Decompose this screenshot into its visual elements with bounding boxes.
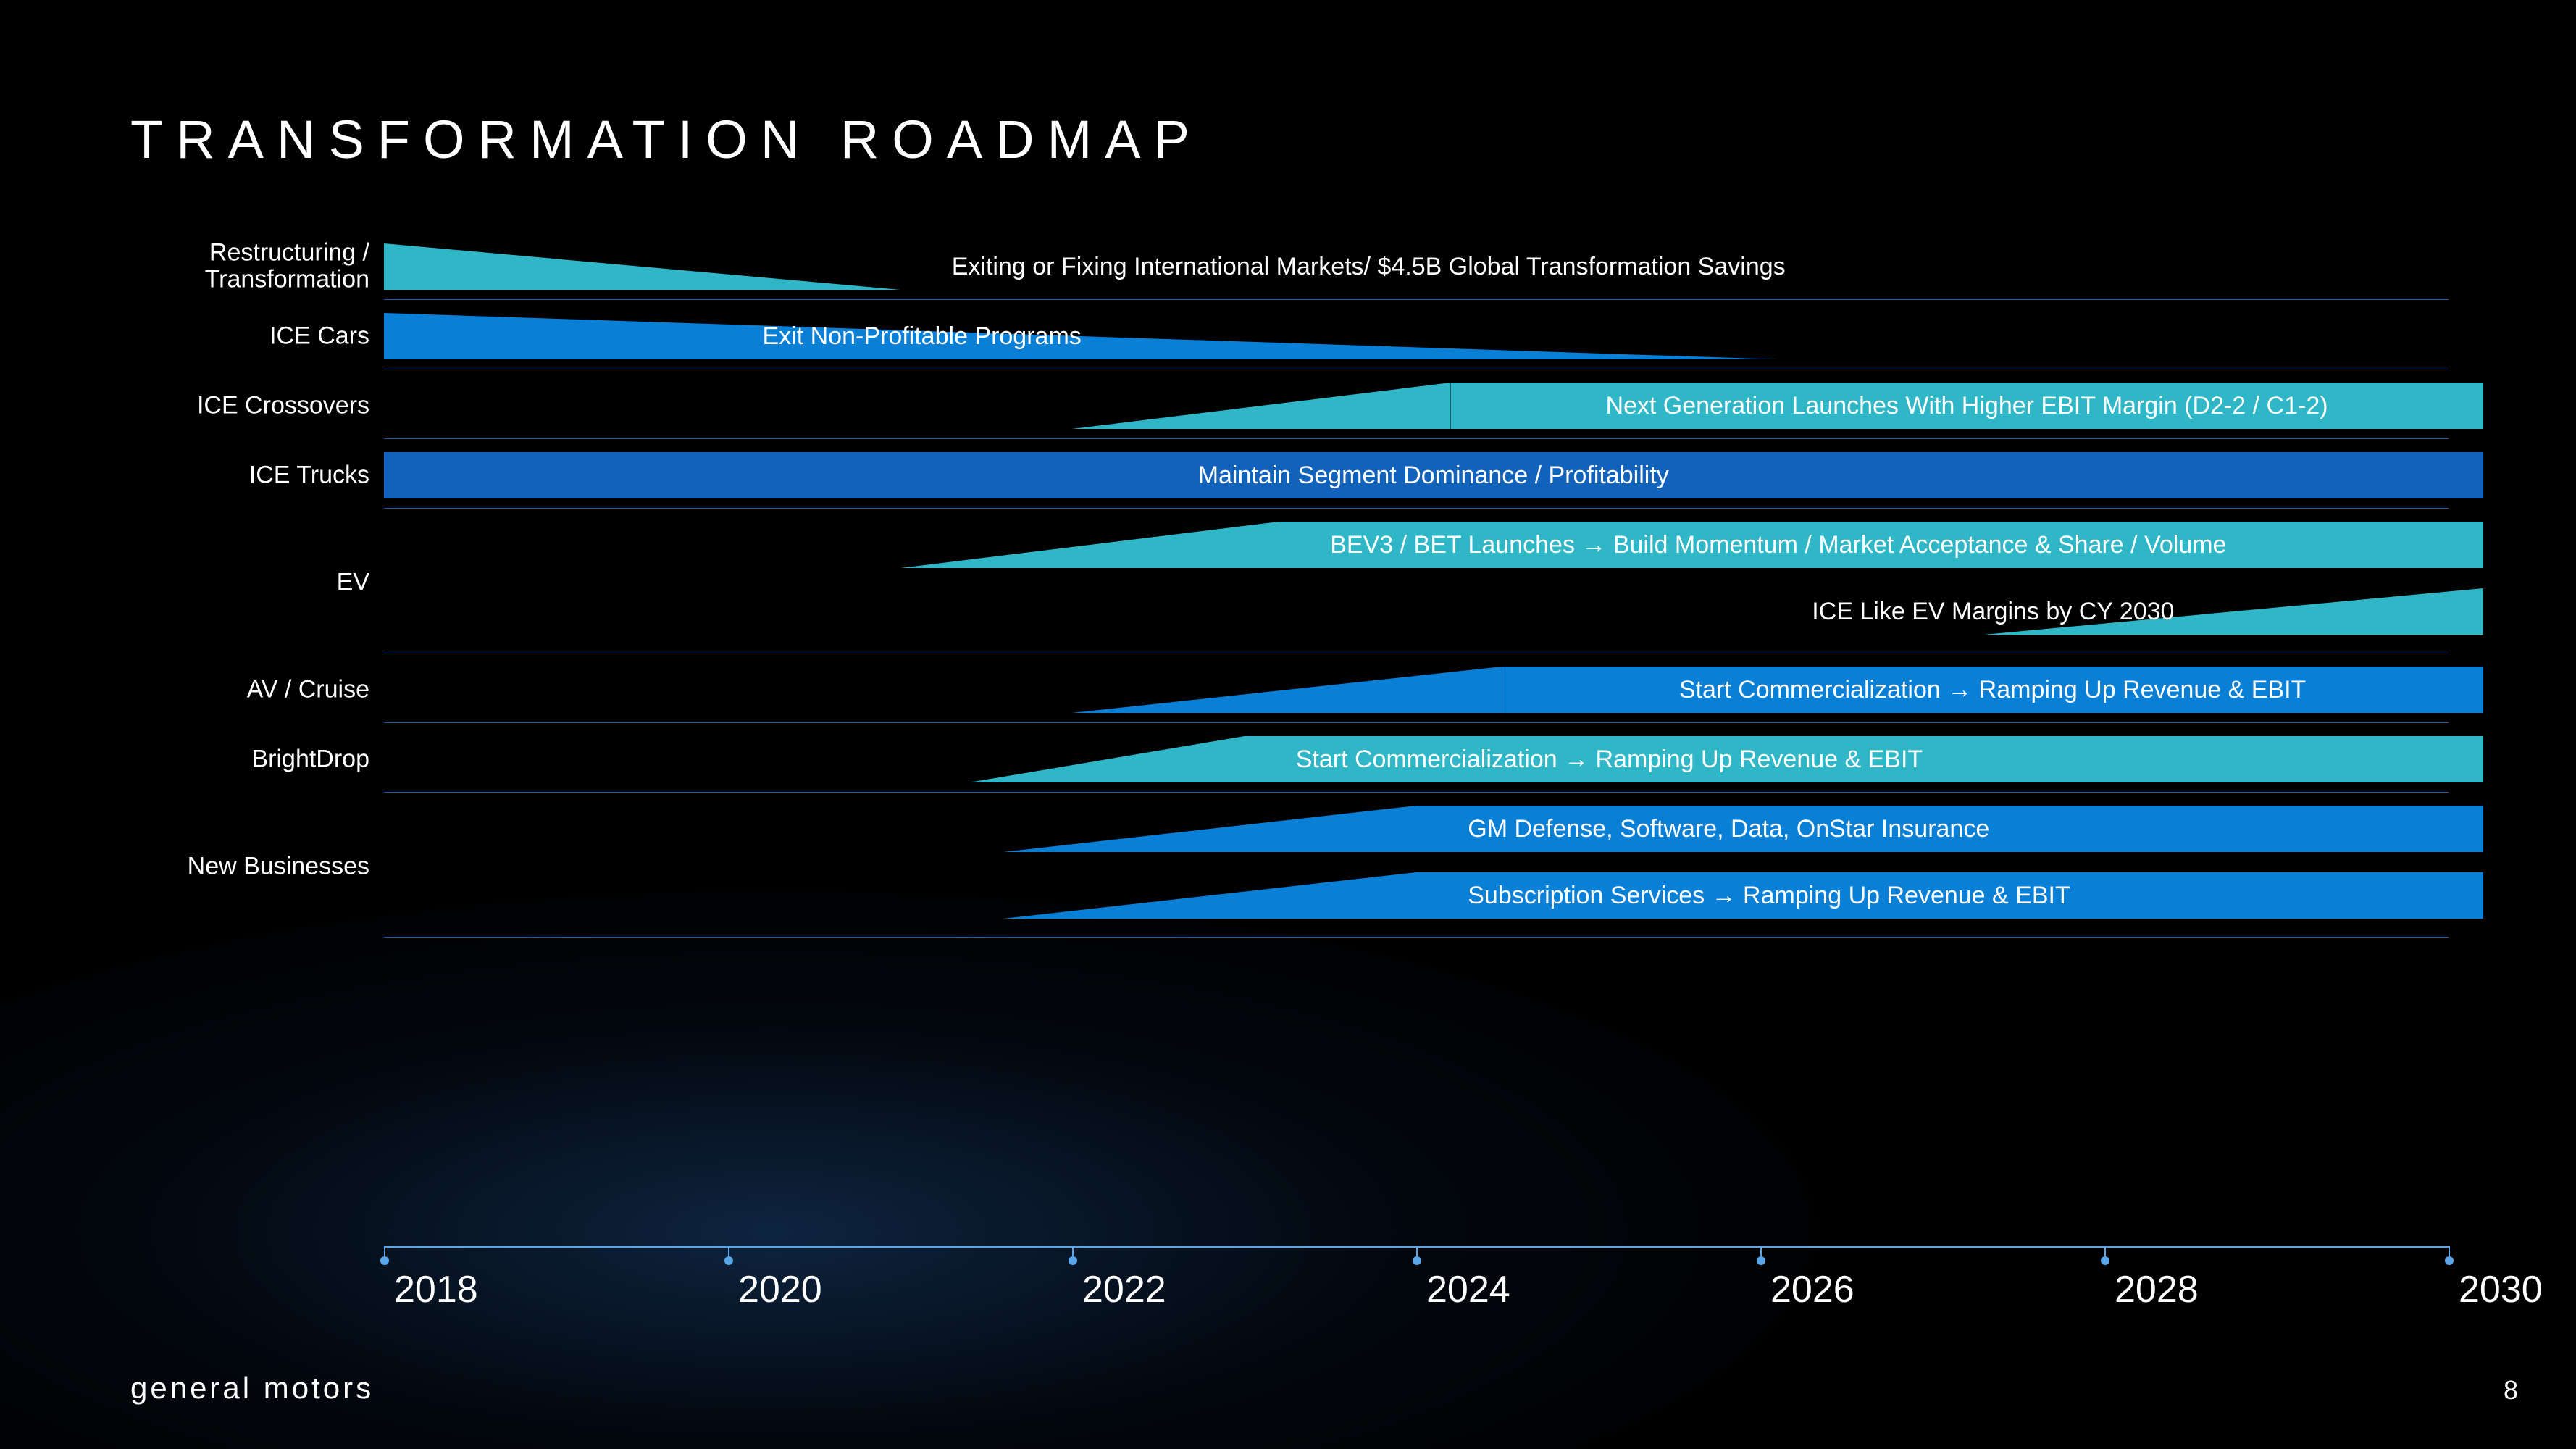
- roadmap-bar: GM Defense, Software, Data, OnStar Insur…: [1416, 806, 2483, 852]
- row-underline: [384, 438, 2449, 439]
- row-underline: [384, 508, 2449, 509]
- category-label: BrightDrop: [130, 746, 369, 772]
- roadmap-bar: Subscription Services → Ramping Up Reven…: [1416, 872, 2483, 919]
- row-underline: [384, 792, 2449, 793]
- roadmap-row: Restructuring /Transformation Exiting or …: [130, 239, 2449, 294]
- bar-area: Start Commercialization → Ramping Up Rev…: [384, 732, 2449, 787]
- bar-area: BEV3 / BET Launches → Build Momentum / M…: [384, 517, 2449, 648]
- roadmap-bar: Maintain Segment Dominance / Profitabili…: [384, 452, 2483, 498]
- timeline-year-label: 2026: [1770, 1268, 1854, 1311]
- timeline-year-label: 2028: [2115, 1268, 2199, 1311]
- timeline-tick: [384, 1246, 385, 1261]
- timeline-year-label: 2020: [738, 1268, 822, 1311]
- timeline-tick: [1072, 1246, 1074, 1261]
- category-label: AV / Cruise: [130, 676, 369, 703]
- timeline-tick: [1416, 1246, 1418, 1261]
- row-underline: [384, 937, 2449, 938]
- timeline-tick: [728, 1246, 729, 1261]
- bar-label: Exit Non-Profitable Programs: [763, 313, 1082, 359]
- roadmap-row: BrightDrop Start Commercialization → Ramp…: [130, 732, 2449, 787]
- category-label: ICE Trucks: [130, 462, 369, 488]
- bar-area: Next Generation Launches With Higher EBI…: [384, 378, 2449, 433]
- timeline-tick: [2104, 1246, 2106, 1261]
- bar-area: Start Commercialization → Ramping Up Rev…: [384, 662, 2449, 717]
- roadmap-row: ICE Cars Exit Non-Profitable Programs: [130, 309, 2449, 364]
- roadmap-row: EV BEV3 / BET Launches → Build Momentum /…: [130, 517, 2449, 648]
- roadmap-row: ICE Crossovers Next Generation Launches W…: [130, 378, 2449, 433]
- bar-area: Exiting or Fixing International Markets/…: [384, 239, 2449, 294]
- bar-label: ICE Like EV Margins by CY 2030: [1812, 588, 2174, 635]
- bar-area: Maintain Segment Dominance / Profitabili…: [384, 448, 2449, 503]
- timeline-tick: [1760, 1246, 1762, 1261]
- timeline-year-label: 2024: [1426, 1268, 1510, 1311]
- category-label: New Businesses: [130, 853, 369, 880]
- footer-logo: general motors: [130, 1371, 374, 1406]
- category-label: EV: [130, 569, 369, 596]
- roadmap-bar: Start Commercialization → Ramping Up Rev…: [1245, 736, 2483, 782]
- row-underline: [384, 299, 2449, 300]
- roadmap-chart: Restructuring /Transformation Exiting or …: [130, 239, 2449, 946]
- row-underline: [384, 722, 2449, 723]
- timeline-axis: 2018202020222024202620282030: [384, 1246, 2449, 1333]
- category-label: Restructuring /Transformation: [130, 240, 369, 294]
- bar-area: GM Defense, Software, Data, OnStar Insur…: [384, 801, 2449, 932]
- timeline-year-label: 2030: [2459, 1268, 2543, 1311]
- roadmap-row: AV / Cruise Start Commercialization → Ram…: [130, 662, 2449, 717]
- roadmap-bar: BEV3 / BET Launches → Build Momentum / M…: [1279, 522, 2483, 568]
- page-title: TRANSFORMATION ROADMAP: [130, 109, 1203, 170]
- timeline-tick: [2449, 1246, 2450, 1261]
- roadmap-bar: Next Generation Launches With Higher EBI…: [1451, 383, 2483, 429]
- timeline-year-label: 2018: [394, 1268, 478, 1311]
- roadmap-row: New Businesses GM Defense, Software, Data…: [130, 801, 2449, 932]
- bar-area: Exit Non-Profitable Programs: [384, 309, 2449, 364]
- category-label: ICE Crossovers: [130, 392, 369, 419]
- roadmap-bar: Start Commercialization → Ramping Up Rev…: [1502, 667, 2483, 713]
- bar-label: Exiting or Fixing International Markets/…: [952, 243, 1786, 290]
- page-number: 8: [2504, 1375, 2518, 1406]
- category-label: ICE Cars: [130, 322, 369, 349]
- roadmap-row: ICE Trucks Maintain Segment Dominance / P…: [130, 448, 2449, 503]
- timeline-year-label: 2022: [1082, 1268, 1166, 1311]
